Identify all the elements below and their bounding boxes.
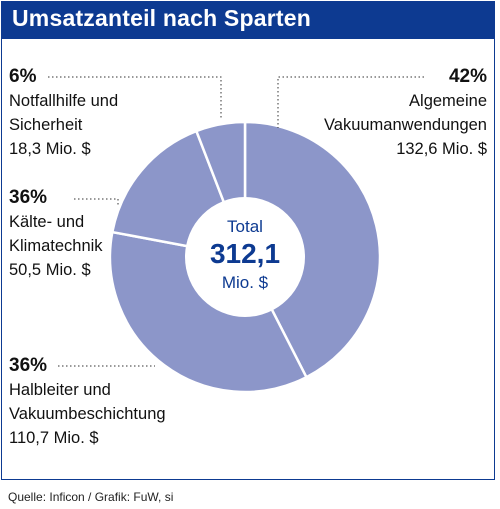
pct-halbleiter: 36% xyxy=(9,355,48,376)
leader-line-kaelte xyxy=(74,198,119,206)
pct-notfallhilfe: 6% xyxy=(9,66,37,87)
name-line1-notfallhilfe: Notfallhilfe und xyxy=(9,92,119,110)
chart-frame xyxy=(1,39,495,480)
donut-hole xyxy=(185,197,305,317)
pct-algemeine: 42% xyxy=(448,66,487,87)
leader-line-notfallhilfe xyxy=(48,76,222,120)
name-line2-notfallhilfe: Sicherheit xyxy=(9,116,83,134)
name-line2-algemeine: Vakuumanwendungen xyxy=(324,116,487,134)
value-kaelte: 50,5 Mio. $ xyxy=(9,261,91,279)
center-total-unit: Mio. $ xyxy=(221,273,269,292)
pct-kaelte: 36% xyxy=(9,187,48,208)
pie-slice-halbleiter xyxy=(108,230,309,394)
center-total-label: Total xyxy=(227,217,263,236)
name-line2-halbleiter: Vakuumbeschichtung xyxy=(9,405,166,423)
value-notfallhilfe: 18,3 Mio. $ xyxy=(9,140,91,158)
pie-slice-algemeine xyxy=(243,120,382,379)
label-kaelte: 36% Kälte- und Klimatechnik 50,5 Mio. $ xyxy=(9,186,209,282)
name-line1-halbleiter: Halbleiter und xyxy=(9,381,111,399)
chart-title: Umsatzanteil nach Sparten xyxy=(12,5,311,31)
label-algemeine: 42% Algemeine Vakuumanwendungen 132,6 Mi… xyxy=(267,65,487,161)
name-line1-kaelte: Kälte- und xyxy=(9,213,85,231)
center-total-value: 312,1 xyxy=(209,238,281,269)
leader-line-algemeine xyxy=(277,76,424,128)
name-line1-algemeine: Algemeine xyxy=(409,92,487,110)
title-bar: Umsatzanteil nach Sparten xyxy=(1,1,495,39)
label-halbleiter: 36% Halbleiter und Vakuumbeschichtung 11… xyxy=(9,354,229,450)
source-note: Quelle: Inficon / Grafik: FuW, si xyxy=(8,490,174,504)
value-halbleiter: 110,7 Mio. $ xyxy=(9,429,99,447)
label-notfallhilfe: 6% Notfallhilfe und Sicherheit 18,3 Mio.… xyxy=(9,65,209,161)
name-line2-kaelte: Klimatechnik xyxy=(9,237,103,255)
value-algemeine: 132,6 Mio. $ xyxy=(396,140,487,158)
